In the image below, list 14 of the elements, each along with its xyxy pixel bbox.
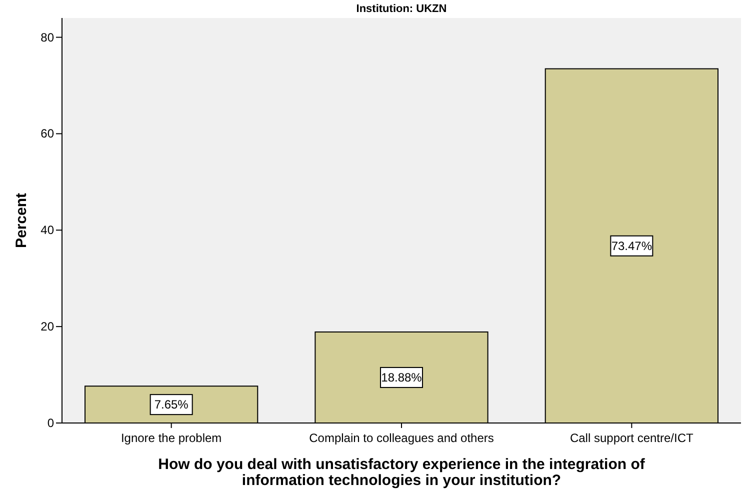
data-label: 18.88% (381, 370, 422, 384)
x-tick-label: Ignore the problem (120, 431, 222, 445)
x-axis-title: How do you deal with unsatisfactory experience in the integration of information technologies in your institution? (158, 456, 646, 489)
y-tick-label: 80 (40, 30, 54, 44)
x-tick-label: Complain to colleagues and others (309, 431, 494, 445)
y-tick-label: 40 (40, 223, 54, 238)
y-axis-title: Percent (13, 192, 30, 248)
data-label: 73.47% (611, 238, 652, 253)
y-tick-label: 60 (40, 126, 54, 141)
x-tick-label: Call support centre/ICT (570, 431, 694, 445)
y-tick-label: 0 (47, 416, 54, 430)
y-tick-label: 20 (40, 320, 54, 334)
chart-title: Institution: UKZN (356, 3, 447, 15)
data-label: 7.65% (154, 398, 189, 412)
